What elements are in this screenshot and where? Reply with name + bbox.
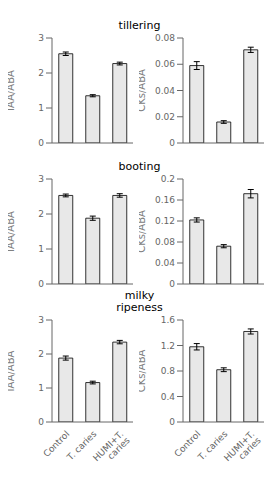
svg-text:0.04: 0.04 [155, 86, 175, 96]
svg-text:0: 0 [38, 279, 44, 288]
svg-text:3: 3 [38, 315, 44, 325]
svg-text:Control: Control [41, 428, 72, 459]
html-text:booting: booting [118, 160, 161, 173]
svg-text:0: 0 [169, 138, 175, 147]
svg-text:HUMI+T.caries: HUMI+T.caries [222, 429, 263, 470]
svg-text:0.02: 0.02 [155, 112, 175, 122]
svg-text:CKs/ABA: CKs/ABA [139, 69, 147, 112]
svg-text:1: 1 [38, 383, 44, 393]
svg-text:0.16: 0.16 [155, 195, 175, 205]
svg-text:1.6: 1.6 [161, 315, 176, 325]
svg-text:0: 0 [169, 279, 175, 288]
svg-text:0: 0 [38, 417, 44, 427]
svg-text:0.06: 0.06 [155, 59, 175, 69]
svg-text:Control: Control [172, 428, 203, 459]
svg-text:2: 2 [38, 209, 44, 219]
svg-text:0: 0 [38, 138, 44, 147]
svg-text:IAA/ABA: IAA/ABA [8, 70, 16, 111]
svg-text:2: 2 [38, 68, 44, 78]
svg-text:T. caries: T. caries [65, 428, 99, 463]
svg-text:0.04: 0.04 [155, 258, 175, 268]
svg-text:2: 2 [38, 349, 44, 359]
svg-text:1.2: 1.2 [161, 341, 175, 351]
svg-text:0: 0 [169, 417, 175, 427]
svg-text:0.12: 0.12 [155, 216, 175, 226]
svg-text:3: 3 [38, 33, 44, 43]
svg-text:IAA/ABA: IAA/ABA [8, 211, 16, 252]
svg-text:CKs/ABA: CKs/ABA [139, 350, 147, 393]
svg-text:0.2: 0.2 [161, 174, 175, 184]
svg-text:1: 1 [38, 244, 44, 254]
svg-text:CKs/ABA: CKs/ABA [139, 210, 147, 253]
svg-text:0.08: 0.08 [155, 237, 175, 247]
svg-text:0.08: 0.08 [155, 33, 175, 43]
svg-text:T. caries: T. caries [196, 428, 230, 463]
html-text:milky ripeness: milky ripeness [116, 289, 163, 314]
svg-text:0.8: 0.8 [161, 366, 176, 376]
html-text:tillering: tillering [118, 19, 161, 32]
svg-text:0.4: 0.4 [161, 392, 176, 402]
svg-text:HUMI+T.caries: HUMI+T.caries [91, 429, 132, 470]
svg-text:IAA/ABA: IAA/ABA [8, 350, 16, 391]
svg-text:1: 1 [38, 103, 44, 113]
svg-text:3: 3 [38, 174, 44, 184]
